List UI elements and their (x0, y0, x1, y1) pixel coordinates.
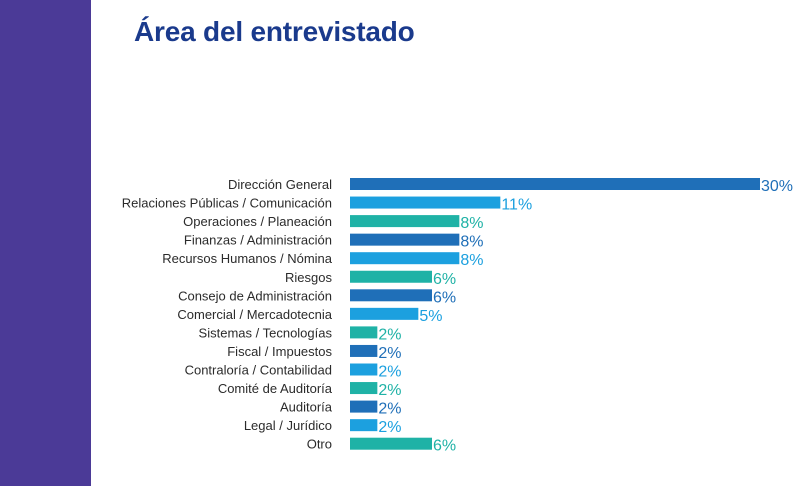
value-label-row-2: 8% (460, 215, 483, 232)
category-label-row-2: Operaciones / Planeación (183, 214, 332, 229)
category-label-row-12: Auditoría (280, 400, 333, 415)
category-label-row-11: Comité de Auditoría (218, 381, 333, 396)
category-label-row-0: Dirección General (228, 177, 332, 192)
category-label-row-3: Finanzas / Administración (184, 233, 332, 248)
page-title: Área del entrevistado (134, 16, 415, 47)
bar-row-6 (350, 289, 432, 302)
value-label-row-0: 30% (761, 178, 793, 195)
value-label-row-4: 8% (460, 252, 483, 269)
category-label-row-10: Contraloría / Contabilidad (185, 363, 332, 378)
value-label-row-13: 2% (378, 419, 401, 436)
category-label-row-6: Consejo de Administración (178, 288, 332, 303)
category-label-row-9: Fiscal / Impuestos (227, 344, 332, 359)
bar-row-1 (350, 196, 501, 209)
value-label-row-5: 6% (433, 271, 456, 288)
value-label-row-11: 2% (378, 382, 401, 399)
bar-row-2 (350, 215, 460, 228)
value-label-row-8: 2% (378, 326, 401, 343)
category-label-row-4: Recursos Humanos / Nómina (162, 251, 333, 266)
bar-row-8 (350, 326, 378, 339)
category-label-row-8: Sistemas / Tecnologías (199, 325, 333, 340)
side-band (0, 0, 91, 486)
bar-row-14 (350, 437, 432, 450)
value-label-row-10: 2% (378, 364, 401, 381)
bar-row-7 (350, 307, 419, 320)
bar-row-3 (350, 233, 460, 246)
bar-row-4 (350, 252, 460, 265)
value-label-row-14: 6% (433, 438, 456, 455)
value-label-row-9: 2% (378, 345, 401, 362)
value-label-row-1: 11% (501, 197, 532, 214)
category-label-row-7: Comercial / Mercadotecnia (177, 307, 332, 322)
bar-row-11 (350, 382, 378, 395)
value-label-row-6: 6% (433, 289, 456, 306)
bar-row-9 (350, 344, 378, 357)
value-label-row-7: 5% (419, 308, 442, 325)
bar-row-0 (350, 178, 760, 190)
category-label-row-1: Relaciones Públicas / Comunicación (122, 196, 332, 211)
category-label-row-14: Otro (307, 437, 332, 452)
category-label-row-13: Legal / Jurídico (244, 418, 332, 433)
bar-row-5 (350, 270, 432, 283)
bar-row-10 (350, 363, 378, 376)
value-label-row-12: 2% (378, 401, 401, 418)
bar-row-13 (350, 419, 378, 432)
category-label-row-5: Riesgos (285, 270, 332, 285)
value-label-row-3: 8% (460, 234, 483, 251)
bar-row-12 (350, 400, 378, 413)
